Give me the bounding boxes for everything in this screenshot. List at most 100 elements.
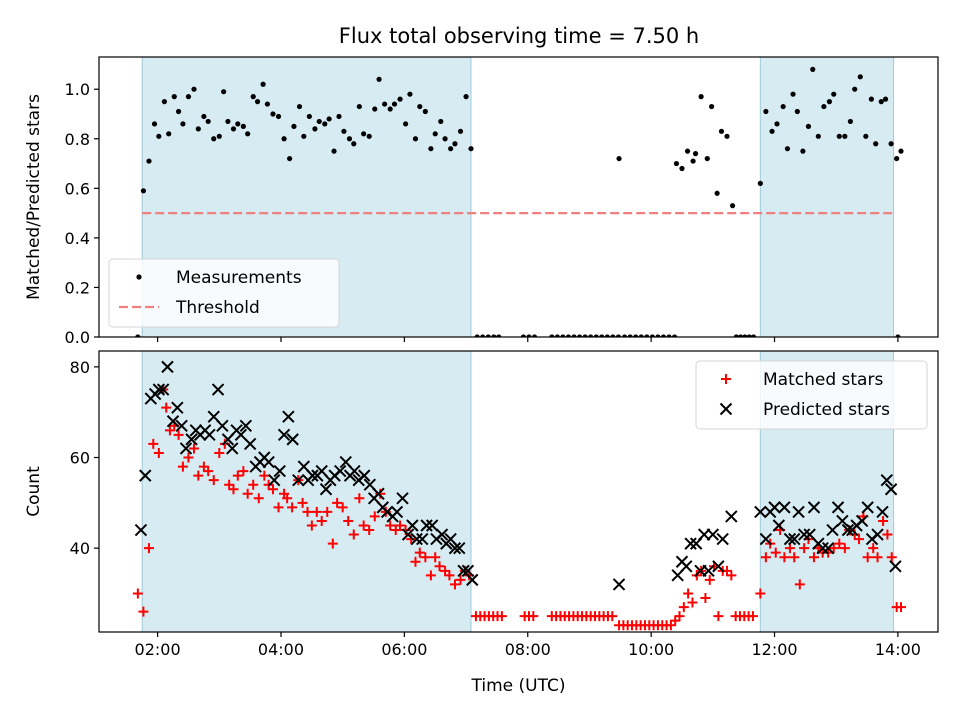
- point-matched-stars: [678, 602, 689, 613]
- point-predicted-stars: [821, 541, 835, 555]
- point-matched-stars: [886, 552, 897, 563]
- point-measurements: [737, 334, 744, 337]
- point-measurements: [216, 133, 222, 139]
- legend-marker-measurements: [136, 274, 142, 280]
- point-matched-stars: [747, 611, 758, 622]
- point-matched-stars: [306, 520, 317, 531]
- y-tick-label: 0.4: [65, 229, 90, 248]
- point-measurements: [463, 94, 469, 100]
- point-measurements: [729, 203, 736, 209]
- ratio-y-axis-label: Matched/Predicted stars: [24, 94, 44, 300]
- point-matched-stars: [302, 506, 313, 517]
- point-measurements: [287, 155, 293, 162]
- point-predicted-stars: [161, 360, 174, 374]
- point-measurements: [205, 118, 211, 125]
- point-matched-stars: [132, 588, 143, 599]
- point-predicted-stars: [466, 573, 479, 587]
- legend-label-threshold: Threshold: [175, 298, 260, 318]
- legend-label-matched-stars: Matched stars: [763, 370, 883, 390]
- point-matched-stars: [700, 593, 711, 604]
- point-predicted-stars: [166, 415, 180, 428]
- point-predicted-stars: [216, 419, 229, 432]
- point-matched-stars: [878, 515, 889, 526]
- point-predicted-stars: [358, 469, 371, 482]
- point-measurements: [281, 136, 287, 142]
- point-predicted-stars: [139, 469, 152, 482]
- point-measurements: [655, 334, 661, 337]
- point-matched-stars: [789, 552, 800, 563]
- point-measurements: [250, 94, 256, 100]
- point-matched-stars: [358, 520, 369, 531]
- point-measurements: [275, 113, 282, 120]
- chart-title: Flux total observing time = 7.50 h: [339, 24, 699, 48]
- point-measurements: [718, 128, 725, 134]
- ratio-axes-frame: [98, 56, 939, 338]
- point-measurements: [560, 334, 566, 337]
- point-measurements: [417, 103, 423, 110]
- point-predicted-stars: [716, 532, 729, 546]
- point-predicted-stars: [684, 537, 697, 550]
- point-measurements: [306, 113, 312, 120]
- point-measurements: [391, 101, 398, 107]
- point-predicted-stars: [841, 523, 855, 537]
- point-measurements: [622, 334, 628, 337]
- point-measurements: [847, 118, 853, 125]
- point-measurements: [161, 99, 167, 105]
- point-measurements: [842, 133, 848, 139]
- point-measurements: [588, 334, 594, 337]
- point-measurements: [448, 146, 454, 152]
- point-measurements: [644, 334, 650, 337]
- point-predicted-stars: [871, 528, 884, 541]
- point-measurements: [211, 136, 217, 142]
- point-measurements: [301, 133, 307, 139]
- point-matched-stars: [828, 543, 839, 554]
- point-matched-stars: [259, 470, 270, 481]
- point-predicted-stars: [348, 464, 361, 478]
- point-predicted-stars: [239, 419, 253, 432]
- point-predicted-stars: [876, 505, 889, 519]
- point-matched-stars: [208, 475, 219, 486]
- point-matched-stars: [322, 506, 333, 517]
- point-matched-stars: [193, 470, 204, 481]
- point-measurements: [221, 89, 227, 95]
- point-predicted-stars: [836, 514, 849, 528]
- point-matched-stars: [332, 497, 343, 508]
- count-axes-frame: [98, 350, 939, 633]
- point-matched-stars: [779, 552, 790, 563]
- point-measurements: [438, 118, 444, 125]
- point-measurements: [576, 334, 583, 337]
- y-tick-label: 0.0: [65, 328, 90, 347]
- point-matched-stars: [153, 447, 164, 458]
- point-predicted-stars: [453, 541, 466, 555]
- point-measurements: [638, 334, 644, 337]
- point-measurements: [763, 108, 769, 115]
- point-measurements: [230, 126, 237, 132]
- point-matched-stars: [267, 484, 278, 495]
- point-measurements: [254, 99, 261, 105]
- point-matched-stars: [770, 547, 781, 558]
- point-measurements: [549, 334, 555, 337]
- point-measurements: [240, 123, 246, 129]
- point-measurements: [800, 148, 806, 154]
- point-measurements: [857, 74, 863, 80]
- point-predicted-stars: [282, 410, 295, 423]
- point-matched-stars: [683, 588, 694, 599]
- point-predicted-stars: [152, 383, 166, 396]
- point-matched-stars: [343, 515, 354, 526]
- point-predicted-stars: [175, 419, 188, 432]
- point-measurements: [660, 334, 667, 337]
- point-matched-stars: [425, 570, 436, 581]
- point-matched-stars: [420, 552, 431, 563]
- point-measurements: [185, 94, 192, 100]
- x-tick-label: 08:00: [505, 640, 551, 659]
- point-matched-stars: [173, 429, 184, 440]
- legend-box: [108, 258, 340, 328]
- point-predicted-stars: [262, 455, 275, 469]
- legend-label-predicted-stars: Predicted stars: [763, 400, 890, 420]
- point-predicted-stars: [134, 523, 148, 537]
- point-matched-stars: [203, 466, 214, 477]
- point-predicted-stars: [826, 523, 839, 537]
- point-predicted-stars: [425, 519, 439, 532]
- point-predicted-stars: [390, 505, 404, 519]
- point-measurements: [708, 103, 715, 110]
